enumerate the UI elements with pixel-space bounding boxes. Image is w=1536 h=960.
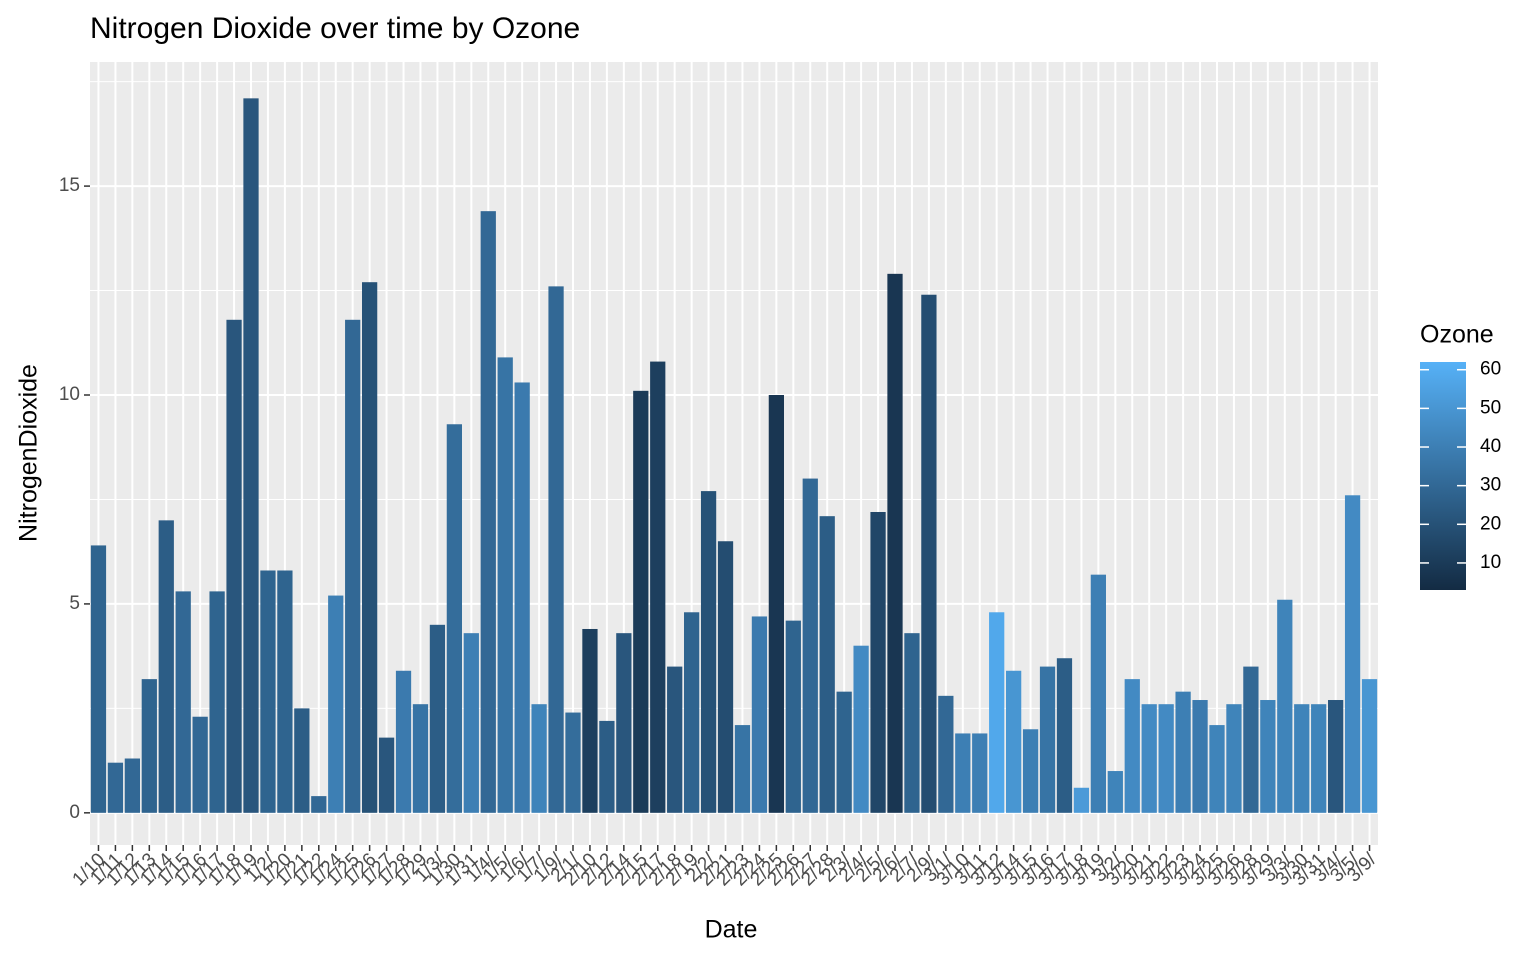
bar (1090, 574, 1106, 813)
bar (633, 390, 649, 813)
bar (904, 633, 920, 813)
y-tick-label: 0 (69, 802, 80, 823)
bar (785, 620, 801, 813)
bar (582, 628, 598, 813)
bar (514, 382, 530, 813)
bar (1243, 666, 1259, 813)
bar (853, 645, 869, 813)
bar (802, 478, 818, 813)
bar (362, 282, 378, 813)
bar (1277, 599, 1293, 813)
bar (480, 211, 496, 813)
bar (1124, 679, 1140, 813)
bar (565, 712, 581, 813)
bar (1158, 704, 1174, 813)
bar (226, 319, 242, 813)
bar (548, 286, 564, 813)
bar (107, 762, 124, 813)
bar (650, 361, 666, 813)
x-axis-label: Date (705, 916, 758, 944)
bar (311, 796, 327, 813)
bar (836, 691, 852, 813)
legend-tick-label: 50 (1480, 397, 1501, 418)
bar (260, 570, 276, 813)
bar (717, 541, 734, 813)
bar (921, 294, 937, 813)
bar (497, 357, 513, 813)
bar (1294, 704, 1310, 813)
bar (1141, 704, 1157, 813)
legend-tick-label: 20 (1480, 513, 1501, 534)
bar (819, 516, 835, 813)
bar (429, 624, 446, 813)
bar (345, 319, 361, 813)
bar (768, 395, 784, 813)
bar (328, 595, 344, 813)
colorbar (1420, 362, 1466, 590)
bar (1311, 704, 1327, 813)
bar (616, 633, 632, 813)
y-axis-label: NitrogenDioxide (15, 364, 43, 542)
legend-tick-label: 10 (1480, 552, 1501, 573)
bar (734, 725, 751, 813)
bar (1022, 729, 1039, 813)
y-tick-label: 10 (59, 384, 80, 405)
bar (1344, 495, 1361, 813)
legend-tick-label: 30 (1480, 475, 1501, 496)
bar (243, 98, 259, 813)
bar (1073, 787, 1090, 813)
bar (700, 491, 717, 813)
bar (1328, 700, 1344, 813)
bar (192, 716, 208, 813)
bar (531, 704, 547, 813)
bar (599, 720, 615, 813)
bar (1056, 658, 1073, 813)
bar (446, 424, 462, 813)
bar (1039, 666, 1056, 813)
bar (955, 733, 971, 813)
bar (1260, 700, 1276, 813)
bar (972, 733, 988, 813)
bar (395, 670, 412, 813)
bar (1226, 704, 1242, 813)
bar (277, 570, 293, 813)
y-tick-label: 15 (59, 175, 80, 196)
bar (412, 704, 429, 813)
bar (124, 758, 140, 813)
bar (887, 273, 903, 813)
bar (294, 708, 310, 813)
bar (158, 520, 174, 813)
bar (175, 591, 191, 813)
bar (989, 612, 1005, 813)
bar (1107, 771, 1123, 813)
bar (209, 591, 225, 813)
legend-tick-label: 60 (1480, 359, 1501, 380)
bar (667, 666, 683, 813)
legend-title: Ozone (1420, 321, 1494, 349)
bar (90, 545, 107, 813)
bar (1192, 700, 1208, 813)
y-tick-label: 5 (69, 593, 80, 614)
chart-title: Nitrogen Dioxide over time by Ozone (90, 12, 580, 45)
bar (378, 737, 395, 813)
bar (938, 695, 954, 813)
bar (1361, 679, 1378, 813)
bar (1006, 670, 1022, 813)
bar (141, 679, 157, 813)
bar (684, 612, 700, 813)
bar (463, 633, 479, 813)
bar (870, 511, 886, 813)
bar (751, 616, 768, 813)
bar (1209, 725, 1225, 813)
bar (1175, 691, 1191, 813)
legend-tick-label: 40 (1480, 436, 1501, 457)
